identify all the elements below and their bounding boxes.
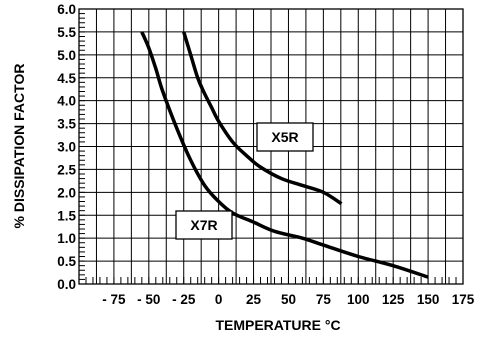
x5r-callout-label: X5R bbox=[271, 129, 298, 145]
series-line-x5r bbox=[182, 31, 343, 206]
series-line-x7r bbox=[140, 31, 429, 279]
x-axis-title: TEMPERATURE °C bbox=[215, 317, 340, 333]
y-tick-label: 5.0 bbox=[57, 48, 76, 63]
series-lines bbox=[140, 31, 429, 279]
y-tick-label: 6.0 bbox=[57, 2, 76, 17]
x-tick-label: 25 bbox=[246, 292, 262, 307]
y-tick-label: 0.0 bbox=[57, 277, 76, 292]
y-tick-label: 3.5 bbox=[57, 117, 76, 132]
x-tick-label: - 50 bbox=[137, 292, 160, 307]
y-tick-label: 1.0 bbox=[57, 231, 76, 246]
x-tick-label: 75 bbox=[316, 292, 332, 307]
x7r-callout-box bbox=[175, 210, 233, 240]
x-tick-label: 150 bbox=[417, 292, 440, 307]
x5r-callout-box bbox=[256, 122, 314, 152]
x-tick-label: 50 bbox=[281, 292, 296, 307]
y-tick-label: 4.5 bbox=[57, 71, 76, 86]
y-tick-label: 3.0 bbox=[57, 140, 76, 155]
x-tick-label: 100 bbox=[347, 292, 370, 307]
x7r-callout: X7R bbox=[175, 210, 233, 240]
x7r-callout-label: X7R bbox=[190, 217, 217, 233]
x-tick-label: - 25 bbox=[172, 292, 196, 307]
x-tick-label: 175 bbox=[452, 292, 475, 307]
axes: - 75 - 50 - 25 0 25 50 75 100 125 150 175 0.0 0.5 1.0… bbox=[57, 2, 475, 307]
y-tick-label: 4.0 bbox=[57, 94, 76, 109]
y-tick-label: 2.0 bbox=[57, 185, 76, 200]
y-tick-label: 5.5 bbox=[57, 25, 76, 40]
y-tick-label: 0.5 bbox=[57, 254, 76, 269]
y-tick-label: 2.5 bbox=[57, 162, 76, 177]
x5r-callout: X5R bbox=[256, 122, 314, 152]
x-tick-label: - 75 bbox=[102, 292, 126, 307]
x-tick-label: 0 bbox=[215, 292, 223, 307]
y-tick-label: 1.5 bbox=[57, 208, 76, 223]
y-axis-title: % DISSIPATION FACTOR bbox=[11, 64, 27, 229]
x-tick-label: 125 bbox=[382, 292, 405, 307]
